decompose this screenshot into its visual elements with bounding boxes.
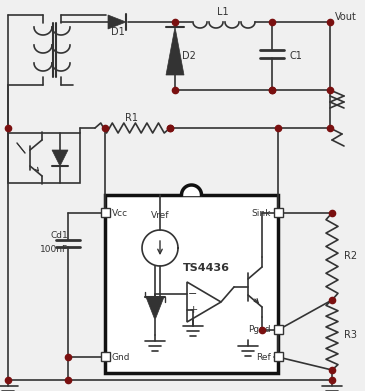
Text: Vcc: Vcc xyxy=(112,208,128,217)
Text: R1: R1 xyxy=(126,113,138,123)
Text: L1: L1 xyxy=(217,7,229,17)
Text: R3: R3 xyxy=(344,330,357,340)
Text: Vout: Vout xyxy=(335,12,357,22)
Text: +: + xyxy=(188,305,198,315)
Text: D2: D2 xyxy=(182,51,196,61)
Text: Cd1: Cd1 xyxy=(50,231,68,240)
Text: 2: 2 xyxy=(103,353,107,362)
Text: D1: D1 xyxy=(111,27,125,37)
FancyBboxPatch shape xyxy=(105,195,278,373)
Text: −: − xyxy=(188,289,198,299)
Polygon shape xyxy=(146,297,164,320)
Text: 100nF: 100nF xyxy=(40,246,68,255)
Text: 3: 3 xyxy=(276,208,280,217)
Text: R2: R2 xyxy=(344,251,357,261)
Polygon shape xyxy=(52,150,68,166)
Polygon shape xyxy=(166,27,184,75)
Text: Ref: Ref xyxy=(256,353,271,362)
Text: Gnd: Gnd xyxy=(112,353,131,362)
Text: Pgnd: Pgnd xyxy=(248,325,271,334)
Bar xyxy=(274,325,283,334)
Text: C1: C1 xyxy=(290,51,303,61)
Polygon shape xyxy=(108,15,126,29)
Text: Vref: Vref xyxy=(151,212,169,221)
Text: 1: 1 xyxy=(276,325,280,334)
Text: TS4436: TS4436 xyxy=(182,263,230,273)
Text: Sink: Sink xyxy=(251,208,271,217)
Bar xyxy=(101,208,110,217)
Bar xyxy=(274,352,283,361)
Bar xyxy=(274,208,283,217)
Bar xyxy=(8,133,80,183)
Text: 4: 4 xyxy=(103,208,107,217)
Text: 5: 5 xyxy=(276,353,280,362)
Bar xyxy=(101,352,110,361)
